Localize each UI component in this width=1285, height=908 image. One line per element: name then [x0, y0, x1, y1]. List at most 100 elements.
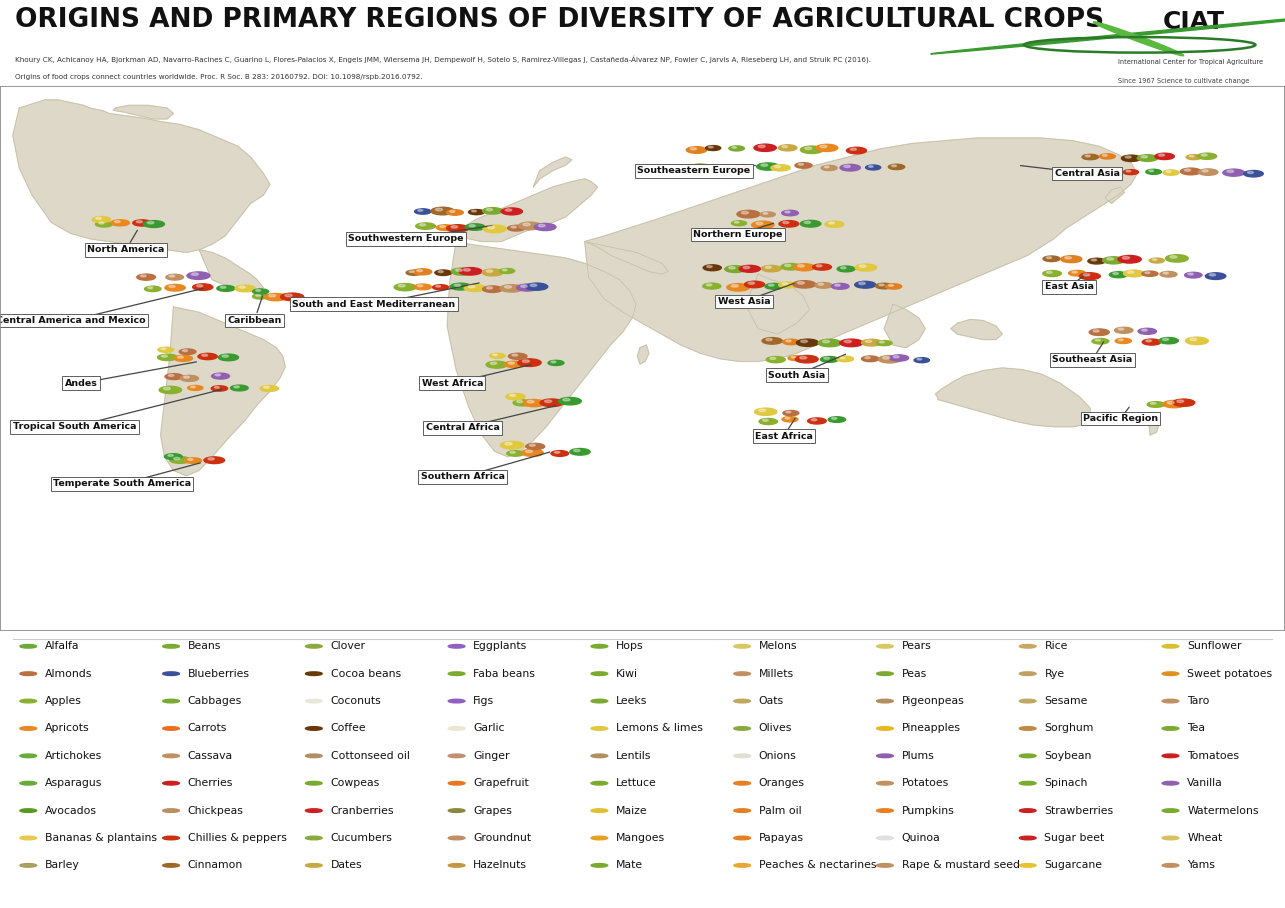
Ellipse shape: [520, 285, 527, 288]
Text: Rye: Rye: [1045, 668, 1064, 678]
Ellipse shape: [517, 284, 538, 291]
Text: Grapefruit: Grapefruit: [473, 778, 529, 788]
Ellipse shape: [158, 354, 177, 360]
Circle shape: [163, 809, 180, 813]
Ellipse shape: [865, 357, 870, 359]
Ellipse shape: [762, 338, 783, 344]
Ellipse shape: [758, 145, 765, 148]
Circle shape: [1162, 645, 1178, 648]
Ellipse shape: [502, 269, 508, 271]
Ellipse shape: [523, 223, 531, 226]
Ellipse shape: [164, 284, 185, 291]
Ellipse shape: [738, 165, 743, 167]
Circle shape: [21, 672, 37, 676]
Ellipse shape: [173, 355, 193, 361]
Ellipse shape: [202, 354, 208, 356]
Ellipse shape: [856, 264, 876, 271]
Ellipse shape: [1163, 170, 1180, 175]
Circle shape: [876, 782, 893, 785]
Ellipse shape: [490, 362, 497, 364]
Text: Dates: Dates: [330, 861, 362, 871]
Ellipse shape: [844, 165, 851, 167]
Ellipse shape: [1203, 170, 1208, 172]
Ellipse shape: [111, 220, 130, 226]
Ellipse shape: [506, 393, 526, 400]
Text: Plums: Plums: [902, 751, 934, 761]
Ellipse shape: [781, 263, 801, 270]
Ellipse shape: [781, 211, 798, 216]
Ellipse shape: [820, 145, 826, 148]
Text: Cabbages: Cabbages: [188, 696, 242, 706]
Ellipse shape: [786, 340, 792, 341]
Ellipse shape: [732, 146, 736, 148]
Ellipse shape: [114, 221, 121, 222]
Ellipse shape: [95, 217, 102, 220]
Ellipse shape: [766, 357, 785, 362]
Ellipse shape: [455, 284, 461, 286]
Ellipse shape: [731, 221, 747, 226]
Ellipse shape: [801, 340, 807, 342]
Ellipse shape: [1165, 171, 1171, 173]
Text: Millets: Millets: [759, 668, 794, 678]
Text: Peas: Peas: [902, 668, 926, 678]
Ellipse shape: [840, 267, 846, 269]
Ellipse shape: [731, 284, 738, 287]
Text: International Center for Tropical Agriculture: International Center for Tropical Agricu…: [1118, 59, 1263, 64]
Ellipse shape: [439, 225, 445, 228]
Circle shape: [21, 864, 37, 867]
Ellipse shape: [487, 226, 495, 229]
Ellipse shape: [188, 385, 203, 390]
Text: Cocoa beans: Cocoa beans: [330, 668, 401, 678]
Circle shape: [448, 864, 465, 867]
Ellipse shape: [779, 282, 797, 288]
Ellipse shape: [847, 147, 866, 153]
Polygon shape: [585, 138, 1137, 361]
Ellipse shape: [186, 271, 209, 280]
Text: Sugar beet: Sugar beet: [1045, 833, 1105, 843]
Circle shape: [21, 726, 37, 730]
Circle shape: [306, 754, 323, 757]
Polygon shape: [533, 157, 572, 187]
Ellipse shape: [559, 398, 581, 405]
Ellipse shape: [858, 282, 865, 284]
Ellipse shape: [840, 164, 861, 171]
Ellipse shape: [450, 283, 472, 290]
Circle shape: [1019, 864, 1036, 867]
Ellipse shape: [144, 221, 164, 228]
Ellipse shape: [762, 419, 768, 421]
Ellipse shape: [783, 410, 799, 416]
Ellipse shape: [436, 208, 442, 211]
Text: Beans: Beans: [188, 641, 221, 651]
Ellipse shape: [482, 269, 504, 276]
Text: Cherries: Cherries: [188, 778, 233, 788]
Ellipse shape: [170, 457, 190, 463]
Circle shape: [306, 699, 323, 703]
Ellipse shape: [855, 281, 875, 288]
Text: Cucumbers: Cucumbers: [330, 833, 392, 843]
Text: Oats: Oats: [759, 696, 784, 706]
Ellipse shape: [788, 356, 803, 360]
Ellipse shape: [1113, 272, 1118, 274]
Ellipse shape: [748, 282, 754, 284]
Circle shape: [1019, 782, 1036, 785]
Ellipse shape: [851, 148, 857, 151]
Ellipse shape: [779, 144, 797, 151]
Ellipse shape: [1122, 155, 1141, 162]
Ellipse shape: [469, 210, 484, 214]
Ellipse shape: [1187, 273, 1194, 275]
Circle shape: [876, 726, 893, 730]
Ellipse shape: [1126, 156, 1131, 158]
Ellipse shape: [573, 449, 580, 451]
Ellipse shape: [793, 281, 816, 288]
Ellipse shape: [394, 283, 416, 291]
Ellipse shape: [464, 269, 470, 271]
Text: Tropical South America: Tropical South America: [13, 422, 136, 431]
Ellipse shape: [808, 418, 826, 424]
Text: Andes: Andes: [64, 379, 98, 388]
Circle shape: [306, 809, 323, 813]
Ellipse shape: [840, 357, 846, 359]
Ellipse shape: [486, 270, 492, 272]
Ellipse shape: [770, 358, 776, 360]
Text: East Africa: East Africa: [754, 431, 813, 440]
Text: Central Africa: Central Africa: [425, 423, 500, 432]
